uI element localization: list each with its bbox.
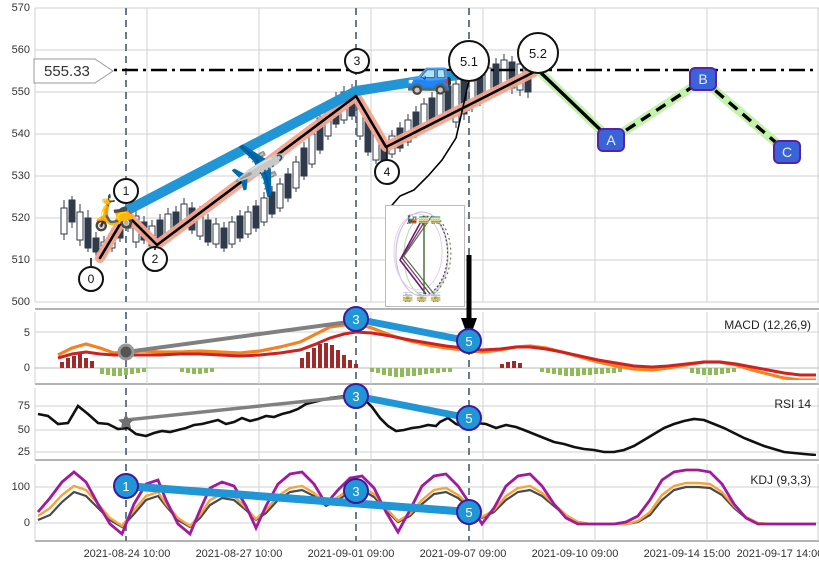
x-tick-label: 2021-09-17 14:00 — [736, 548, 819, 560]
blue-trend-channel — [121, 68, 475, 216]
abc-label-a[interactable]: A — [597, 128, 625, 152]
kdj-panel-title: KDJ (9,3,3) — [750, 473, 811, 487]
price-ytick: 510 — [11, 254, 30, 266]
price-ytick: 520 — [11, 212, 30, 224]
macd-marker-3[interactable]: 3 — [343, 306, 369, 332]
kdj-ytick: 100 — [11, 481, 30, 493]
kdj-marker-5[interactable]: 5 — [456, 499, 482, 525]
price-level-label: 555.33 — [44, 62, 90, 80]
mini-orbit-chart[interactable]: 🚂 🚃 🚃 🚋 🚋 🚋 — [385, 205, 465, 307]
price-ytick: 500 — [11, 296, 30, 308]
panel-separators — [35, 308, 819, 542]
macd-ytick: 0 — [23, 362, 30, 374]
macd-histogram-positive — [100, 368, 736, 377]
macd-trend-origin-dot — [117, 343, 135, 361]
macd-divergence-line — [352, 315, 473, 345]
svg-text:🚋: 🚋 — [416, 291, 427, 302]
macd-trendline — [125, 319, 357, 354]
rsi-divergence-line — [352, 392, 473, 422]
kdj-divergence-line — [122, 482, 473, 516]
rsi-gridlines — [34, 388, 819, 460]
rsi-ytick: 75 — [17, 400, 30, 412]
wave-marker-1[interactable]: 1 — [113, 178, 139, 204]
impulse-wave-line — [98, 68, 540, 260]
rsi-line — [37, 394, 817, 456]
macd-panel-title: MACD (12,26,9) — [724, 318, 811, 332]
wave-marker-5-2[interactable]: 5.2 — [517, 32, 559, 74]
kdj-k-line — [37, 485, 816, 529]
macd-histogram-negative — [60, 343, 522, 368]
rsi-marker-5[interactable]: 5 — [456, 405, 482, 431]
rsi-trend-star-marker — [118, 414, 134, 429]
macd-ytick: 5 — [23, 327, 30, 339]
rsi-panel-content — [37, 392, 817, 456]
x-tick-label: 2021-08-24 10:00 — [83, 548, 171, 560]
svg-text:🚃: 🚃 — [418, 214, 429, 224]
rsi-ytick: 50 — [17, 424, 30, 436]
x-tick-label: 2021-08-27 10:00 — [195, 548, 283, 560]
rsi-panel-title: RSI 14 — [774, 397, 811, 411]
svg-text:🚂: 🚂 — [406, 213, 417, 224]
kdj-panel-content — [36, 468, 816, 537]
price-ytick: 570 — [11, 2, 30, 14]
abc-label-b[interactable]: B — [689, 67, 717, 91]
wave-marker-5-1[interactable]: 5.1 — [448, 40, 490, 82]
wave-marker-3[interactable]: 3 — [344, 48, 370, 74]
svg-text:🚋: 🚋 — [402, 291, 413, 302]
x-tick-label: 2021-09-14 15:00 — [643, 548, 731, 560]
svg-text:🚃: 🚃 — [430, 214, 441, 224]
wave-marker-2[interactable]: 2 — [142, 246, 168, 272]
abc-label-c[interactable]: C — [773, 140, 801, 164]
kdj-d-line — [37, 481, 816, 528]
price-tag-shape — [33, 58, 114, 84]
subwave-5-1-line — [385, 75, 471, 213]
kdj-marker-3[interactable]: 3 — [343, 478, 369, 504]
car-emoji: 🚙 — [406, 54, 454, 96]
svg-text:🚋: 🚋 — [430, 291, 441, 302]
rsi-marker-3[interactable]: 3 — [343, 383, 369, 409]
x-tick-label: 2021-09-10 09:00 — [531, 548, 619, 560]
rsi-trendline — [125, 394, 357, 422]
kdj-j-line — [36, 468, 816, 537]
price-ytick: 550 — [11, 86, 30, 98]
x-tick-label: 2021-09-07 09:00 — [419, 548, 507, 560]
macd-dea-line — [57, 330, 816, 377]
rsi-ytick: 25 — [17, 446, 30, 458]
macd-marker-5[interactable]: 5 — [456, 328, 482, 354]
kdj-ytick: 0 — [23, 517, 30, 529]
kdj-marker-1[interactable]: 1 — [113, 473, 139, 499]
x-tick-label: 2021-09-01 09:00 — [307, 548, 395, 560]
wave-marker-0[interactable]: 0 — [78, 266, 104, 292]
price-ytick: 560 — [11, 44, 30, 56]
price-ytick: 540 — [11, 128, 30, 140]
macd-panel-content — [35, 315, 818, 380]
price-ytick: 530 — [11, 170, 30, 182]
